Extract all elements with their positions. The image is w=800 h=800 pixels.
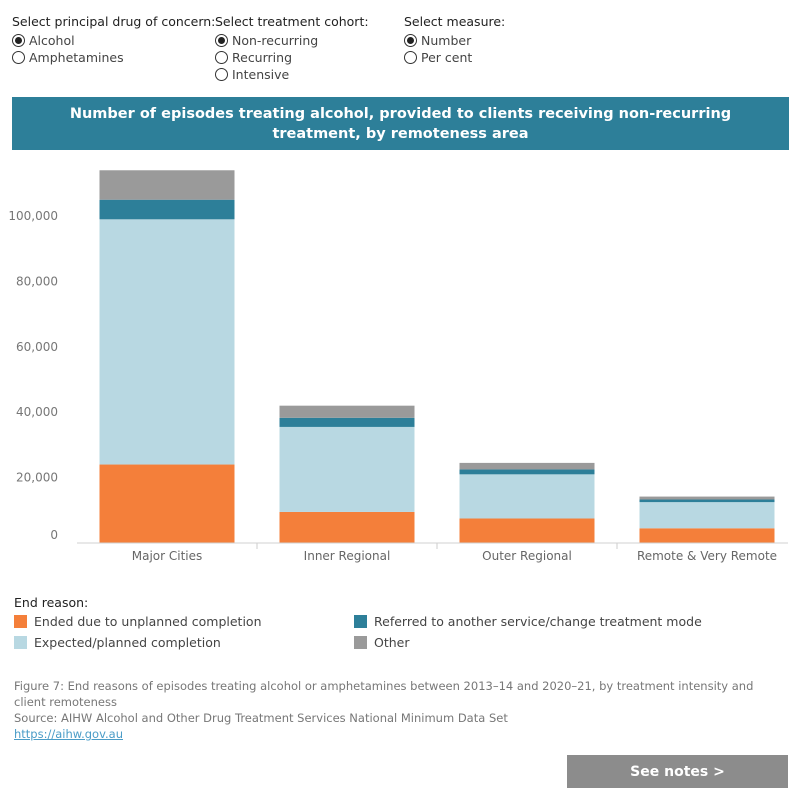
legend-item-planned[interactable]: Expected/planned completion — [14, 635, 354, 650]
legend-label: Referred to another service/change treat… — [374, 614, 702, 629]
bar-segment[interactable] — [639, 496, 775, 500]
radio-button[interactable] — [215, 34, 228, 47]
chart-title-banner: Number of episodes treating alcohol, pro… — [12, 97, 789, 150]
radio-button[interactable] — [215, 68, 228, 81]
bar-segment[interactable] — [279, 417, 415, 427]
radio-label: Amphetamines — [29, 50, 124, 65]
cohort-filter-title: Select treatment cohort: — [215, 14, 369, 29]
x-tick-label: Outer Regional — [482, 549, 572, 563]
radio-label: Intensive — [232, 67, 290, 82]
y-tick-label: 80,000 — [16, 274, 58, 288]
bar-segment[interactable] — [459, 462, 595, 470]
bar-segment[interactable] — [459, 469, 595, 475]
figure-description: Figure 7: End reasons of episodes treati… — [14, 679, 754, 709]
radio-non-recurring[interactable]: Non-recurring — [215, 32, 369, 49]
y-tick-label: 40,000 — [16, 405, 58, 419]
bar-segment[interactable] — [639, 499, 775, 503]
radio-amphetamines[interactable]: Amphetamines — [12, 49, 215, 66]
y-tick-label: 0 — [50, 528, 58, 542]
legend-title: End reason: — [14, 595, 89, 610]
x-tick-label: Major Cities — [132, 549, 203, 563]
legend-label: Expected/planned completion — [34, 635, 221, 650]
y-tick-label: 60,000 — [16, 340, 58, 354]
legend-item-other[interactable]: Other — [354, 635, 754, 650]
radio-per-cent[interactable]: Per cent — [404, 49, 505, 66]
radio-label: Non-recurring — [232, 33, 319, 48]
bar-segment[interactable] — [279, 426, 415, 512]
bar-segment[interactable] — [459, 518, 595, 543]
cohort-filter: Select treatment cohort: Non-recurring R… — [215, 14, 369, 83]
legend-item-referred[interactable]: Referred to another service/change treat… — [354, 614, 754, 629]
source-link[interactable]: https://aihw.gov.au — [14, 727, 123, 741]
measure-filter-title: Select measure: — [404, 14, 506, 29]
legend-label: Ended due to unplanned completion — [34, 614, 262, 629]
radio-label: Recurring — [232, 50, 292, 65]
radio-label: Number — [421, 33, 472, 48]
bar-segment[interactable] — [99, 199, 235, 220]
bar-segment[interactable] — [99, 219, 235, 465]
radio-intensive[interactable]: Intensive — [215, 66, 369, 83]
legend: End reason: Ended due to unplanned compl… — [14, 595, 784, 650]
y-tick-label: 20,000 — [16, 471, 58, 485]
bar-segment[interactable] — [99, 170, 235, 200]
see-notes-button[interactable]: See notes > — [567, 755, 788, 788]
radio-button[interactable] — [12, 51, 25, 64]
legend-item-unplanned[interactable]: Ended due to unplanned completion — [14, 614, 354, 629]
stacked-bar-chart: 0 20,000 40,000 60,000 80,000 100,000 Major Ci… — [8, 170, 788, 563]
radio-button[interactable] — [12, 34, 25, 47]
legend-label: Other — [374, 635, 410, 650]
figure-caption: Figure 7: End reasons of episodes treati… — [14, 678, 784, 742]
bar-segment[interactable] — [279, 405, 415, 418]
x-tick-label: Inner Regional — [304, 549, 391, 563]
legend-swatch — [14, 636, 27, 649]
radio-label: Alcohol — [29, 33, 75, 48]
radio-label: Per cent — [421, 50, 473, 65]
radio-recurring[interactable]: Recurring — [215, 49, 369, 66]
measure-filter: Select measure: Number Per cent — [404, 14, 505, 66]
drug-filter-title: Select principal drug of concern: — [12, 14, 216, 29]
radio-alcohol[interactable]: Alcohol — [12, 32, 215, 49]
legend-swatch — [354, 615, 367, 628]
bar-segment[interactable] — [459, 474, 595, 519]
radio-button[interactable] — [404, 51, 417, 64]
radio-number[interactable]: Number — [404, 32, 505, 49]
radio-button[interactable] — [404, 34, 417, 47]
bar-segment[interactable] — [99, 464, 235, 543]
y-tick-label: 100,000 — [8, 209, 58, 223]
legend-swatch — [14, 615, 27, 628]
source-text: Source: AIHW Alcohol and Other Drug Trea… — [14, 711, 508, 725]
bar-segment[interactable] — [279, 511, 415, 543]
bar-segment[interactable] — [639, 528, 775, 543]
radio-button[interactable] — [215, 51, 228, 64]
x-tick-label: Remote & Very Remote — [637, 549, 777, 563]
bar-segment[interactable] — [639, 502, 775, 529]
legend-swatch — [354, 636, 367, 649]
drug-filter: Select principal drug of concern: Alcoho… — [12, 14, 215, 66]
